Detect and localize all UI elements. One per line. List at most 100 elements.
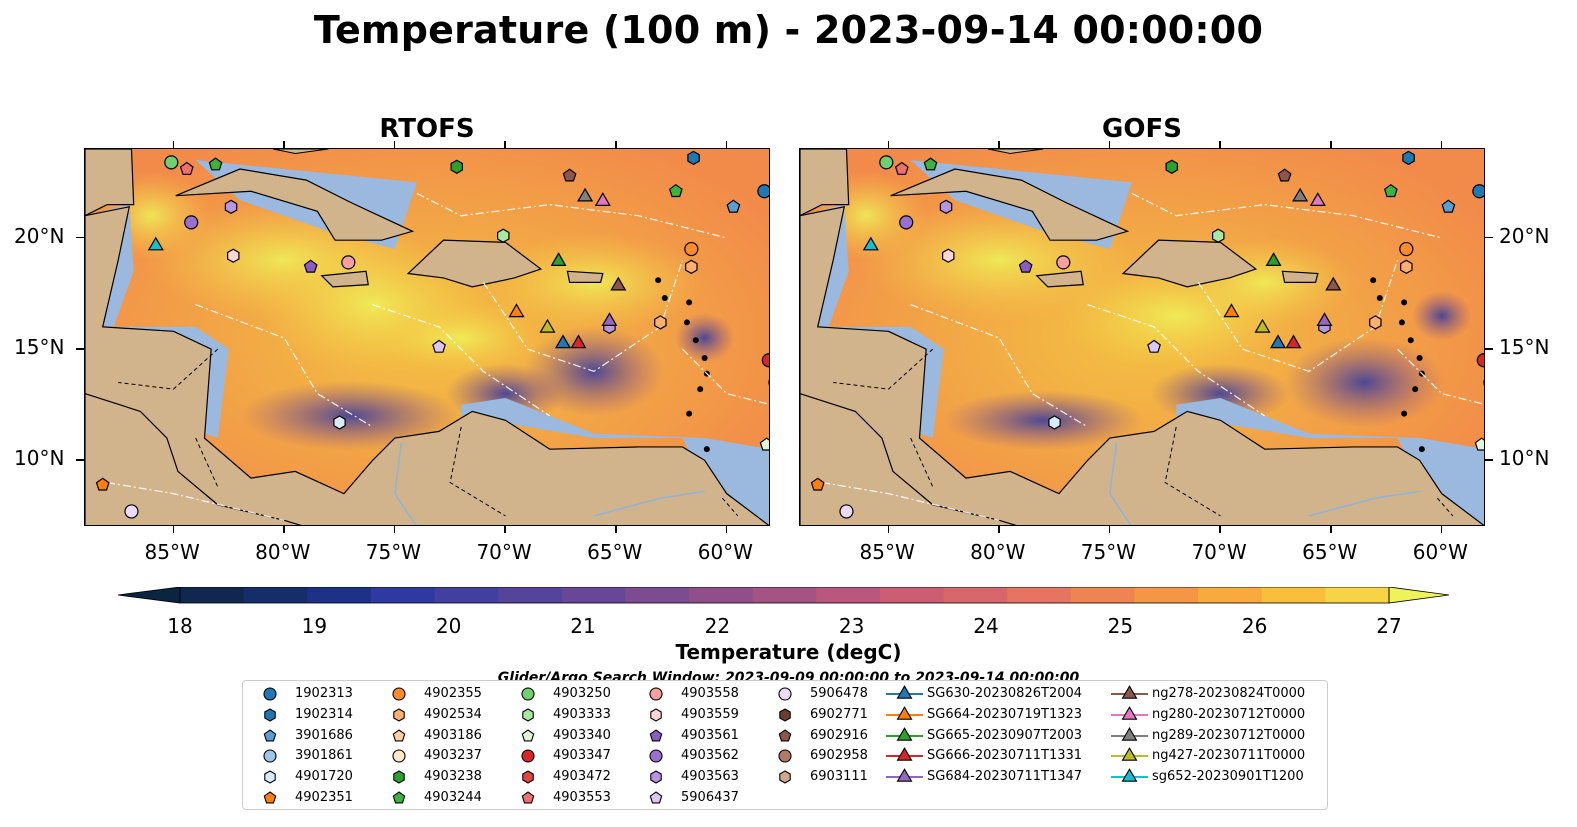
- colorbar-segment: [307, 587, 372, 603]
- map-panel-gofs[interactable]: [799, 148, 1485, 526]
- float-marker[interactable]: [761, 353, 770, 368]
- float-marker[interactable]: [1441, 199, 1456, 213]
- lon-tick-mark: [887, 526, 890, 533]
- glider-marker[interactable]: [570, 334, 587, 349]
- lon-tick-mark: [615, 526, 617, 533]
- colorbar-tick-label: 23: [838, 614, 865, 638]
- float-marker[interactable]: [757, 184, 770, 199]
- glider-marker[interactable]: [1285, 334, 1302, 349]
- float-marker[interactable]: [726, 199, 741, 213]
- legend-label: SG666-20230711T1331: [927, 748, 1083, 764]
- float-marker[interactable]: [1400, 259, 1413, 274]
- float-marker[interactable]: [562, 168, 577, 182]
- float-marker[interactable]: [685, 259, 698, 274]
- float-marker[interactable]: [942, 248, 955, 263]
- float-marker[interactable]: [879, 155, 894, 170]
- float-marker[interactable]: [1147, 339, 1161, 353]
- glider-marker[interactable]: [539, 318, 556, 333]
- glider-marker[interactable]: [577, 187, 594, 202]
- circle-marker-icon: [263, 749, 277, 763]
- float-marker[interactable]: [768, 376, 770, 389]
- float-marker[interactable]: [1056, 255, 1071, 270]
- circle-marker-icon: [392, 749, 406, 763]
- float-marker[interactable]: [1383, 183, 1398, 198]
- float-marker[interactable]: [899, 215, 914, 230]
- glider-marker[interactable]: [594, 192, 611, 207]
- triangle-marker-icon: [886, 685, 923, 699]
- map-panel-rtofs[interactable]: [84, 148, 770, 526]
- float-marker[interactable]: [227, 248, 240, 263]
- float-marker[interactable]: [759, 437, 770, 451]
- float-marker[interactable]: [1165, 159, 1178, 174]
- hexagon-marker-icon: [522, 770, 534, 784]
- float-marker[interactable]: [687, 150, 700, 166]
- float-marker[interactable]: [224, 199, 238, 214]
- float-marker[interactable]: [668, 183, 683, 198]
- lon-tick-mark: [725, 526, 728, 533]
- float-marker[interactable]: [1048, 415, 1061, 430]
- glider-marker[interactable]: [1269, 334, 1287, 349]
- float-marker[interactable]: [839, 504, 854, 519]
- colorbar-segment: [689, 587, 754, 603]
- float-marker[interactable]: [432, 339, 446, 353]
- float-marker[interactable]: [923, 157, 938, 171]
- float-marker[interactable]: [1476, 353, 1485, 368]
- float-marker[interactable]: [1402, 150, 1415, 166]
- float-marker[interactable]: [184, 215, 199, 230]
- glider-marker[interactable]: [1223, 303, 1240, 318]
- glider-marker[interactable]: [1254, 318, 1271, 333]
- colorbar-segment: [1070, 587, 1135, 603]
- pentagon-marker-icon: [392, 791, 406, 804]
- float-marker[interactable]: [1018, 259, 1033, 273]
- legend-label: 4901720: [295, 769, 353, 785]
- float-marker[interactable]: [208, 157, 223, 171]
- lon-tick-mark: [504, 141, 506, 148]
- float-marker[interactable]: [1472, 184, 1485, 199]
- float-marker[interactable]: [939, 199, 953, 214]
- glider-marker[interactable]: [554, 334, 572, 349]
- glider-marker[interactable]: [1292, 187, 1309, 202]
- lon-tick-mark: [1330, 141, 1332, 148]
- glider-marker[interactable]: [610, 276, 627, 291]
- float-marker[interactable]: [333, 415, 346, 430]
- float-marker[interactable]: [179, 161, 194, 175]
- glider-marker[interactable]: [550, 252, 567, 267]
- glider-marker[interactable]: [862, 236, 879, 251]
- legend-label: 6902916: [810, 727, 868, 743]
- glider-marker[interactable]: [147, 236, 164, 251]
- float-marker[interactable]: [303, 259, 318, 273]
- float-marker[interactable]: [684, 241, 699, 257]
- lon-tick-mark: [1440, 141, 1443, 148]
- float-marker[interactable]: [1483, 376, 1485, 389]
- pentagon-marker-icon: [649, 791, 663, 804]
- glider-marker[interactable]: [1265, 252, 1282, 267]
- hexagon-marker-icon: [779, 770, 791, 784]
- float-marker[interactable]: [654, 315, 667, 330]
- colorbar-label: Temperature (degC): [675, 640, 902, 664]
- glider-marker[interactable]: [1325, 276, 1342, 291]
- float-marker[interactable]: [124, 504, 139, 519]
- float-marker[interactable]: [95, 477, 110, 491]
- lon-tick-label: 65°W: [587, 540, 643, 564]
- float-marker[interactable]: [1369, 315, 1382, 330]
- colorbar-tick-label: 25: [1107, 614, 1134, 638]
- float-marker[interactable]: [894, 161, 909, 175]
- lon-tick-mark: [393, 526, 396, 533]
- colorbar-extend-min: [117, 587, 181, 604]
- circle-marker-icon: [778, 687, 792, 701]
- float-marker[interactable]: [1399, 241, 1414, 257]
- glider-marker[interactable]: [601, 312, 618, 326]
- float-marker[interactable]: [810, 477, 825, 491]
- float-marker[interactable]: [1474, 437, 1485, 451]
- lon-tick-mark: [1440, 526, 1443, 533]
- float-marker[interactable]: [164, 155, 179, 170]
- float-marker[interactable]: [450, 159, 463, 174]
- glider-marker[interactable]: [508, 303, 525, 318]
- float-marker[interactable]: [497, 228, 510, 243]
- float-marker[interactable]: [1212, 228, 1225, 243]
- legend-label: 6903111: [810, 769, 868, 785]
- float-marker[interactable]: [341, 255, 356, 270]
- glider-marker[interactable]: [1316, 312, 1333, 326]
- float-marker[interactable]: [1277, 168, 1292, 182]
- glider-marker[interactable]: [1309, 192, 1326, 207]
